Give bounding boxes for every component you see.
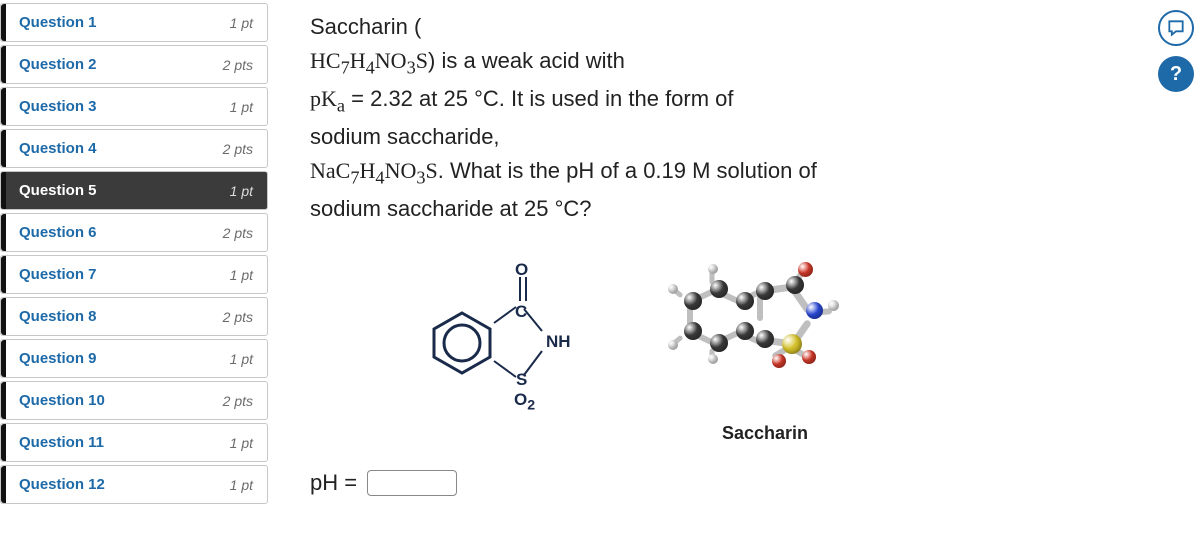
question-label: Question 8 <box>19 308 97 325</box>
question-points: 2 pts <box>223 141 253 157</box>
text: sodium saccharide, <box>310 124 500 149</box>
question-nav-item[interactable]: Question 4 2 pts <box>0 129 268 168</box>
floating-buttons: ? <box>1158 10 1194 92</box>
question-points: 2 pts <box>223 225 253 241</box>
chat-button[interactable] <box>1158 10 1194 46</box>
question-label: Question 10 <box>19 392 105 409</box>
atom-S <box>782 334 802 354</box>
question-nav-item[interactable]: Question 5 1 pt <box>0 171 268 210</box>
question-label: Question 3 <box>19 98 97 115</box>
text: . What is the pH of a 0.19 M solution of <box>438 158 817 183</box>
atom-H <box>708 354 718 364</box>
atom-H <box>828 300 839 311</box>
atom-N <box>806 302 823 319</box>
question-label: Question 5 <box>19 182 97 199</box>
question-nav-item[interactable]: Question 3 1 pt <box>0 87 268 126</box>
text: = 2.32 at 25 °C. It is used in the form … <box>345 86 734 111</box>
text: ) is a weak acid with <box>428 48 625 73</box>
atom-label-C: C <box>515 299 527 325</box>
question-points: 2 pts <box>223 309 253 325</box>
atom-C <box>786 276 804 294</box>
atom-H <box>668 284 678 294</box>
atom-O <box>798 262 813 277</box>
question-points: 2 pts <box>223 393 253 409</box>
question-label: Question 7 <box>19 266 97 283</box>
question-nav: Question 1 1 pt Question 2 2 pts Question 3 1… <box>0 0 280 554</box>
atom-C <box>710 280 728 298</box>
question-points: 1 pt <box>230 477 253 493</box>
help-button[interactable]: ? <box>1158 56 1194 92</box>
atom-C <box>736 292 754 310</box>
question-label: Question 12 <box>19 476 105 493</box>
question-nav-item[interactable]: Question 7 1 pt <box>0 255 268 294</box>
atom-C <box>756 282 774 300</box>
formula-acid: HC7H4NO3S <box>310 48 428 73</box>
formula-salt: NaC7H4NO3S <box>310 158 438 183</box>
model-3d-wrapper: Saccharin <box>660 244 870 448</box>
atom-label-O2: O2 <box>514 387 535 417</box>
atom-label-NH: NH <box>546 329 571 355</box>
atom-C <box>684 292 702 310</box>
question-content: Saccharin ( HC7H4NO3S) is a weak acid wi… <box>280 0 1200 554</box>
atom-O <box>772 354 786 368</box>
atom-label-O: O <box>515 257 528 283</box>
question-label: Question 11 <box>19 434 104 451</box>
question-nav-item[interactable]: Question 11 1 pt <box>0 423 268 462</box>
question-points: 1 pt <box>230 99 253 115</box>
question-nav-item[interactable]: Question 6 2 pts <box>0 213 268 252</box>
question-text: Saccharin ( HC7H4NO3S) is a weak acid wi… <box>310 10 1160 226</box>
atom-O <box>802 350 816 364</box>
question-label: Question 2 <box>19 56 97 73</box>
question-label: Question 9 <box>19 350 97 367</box>
text: Saccharin ( <box>310 14 421 39</box>
question-label: Question 1 <box>19 14 97 31</box>
atom-C <box>710 334 728 352</box>
ph-input[interactable] <box>367 470 457 496</box>
question-nav-item[interactable]: Question 9 1 pt <box>0 339 268 378</box>
question-label: Question 4 <box>19 140 97 157</box>
atom-C <box>756 330 774 348</box>
question-nav-item[interactable]: Question 2 2 pts <box>0 45 268 84</box>
question-nav-item[interactable]: Question 1 1 pt <box>0 3 268 42</box>
model-3d <box>660 244 870 414</box>
question-points: 1 pt <box>230 435 253 451</box>
molecule-figure: O C NH S O2 Saccharin <box>420 244 1160 448</box>
pka-label: pKa <box>310 86 345 111</box>
question-points: 1 pt <box>230 183 253 199</box>
question-nav-item[interactable]: Question 8 2 pts <box>0 297 268 336</box>
text: sodium saccharide at 25 °C? <box>310 196 592 221</box>
atom-H <box>708 264 718 274</box>
question-points: 2 pts <box>223 57 253 73</box>
question-points: 1 pt <box>230 15 253 31</box>
question-points: 1 pt <box>230 351 253 367</box>
atom-H <box>668 340 678 350</box>
question-nav-item[interactable]: Question 12 1 pt <box>0 465 268 504</box>
question-label: Question 6 <box>19 224 97 241</box>
question-points: 1 pt <box>230 267 253 283</box>
answer-row: pH = <box>310 466 1160 500</box>
question-nav-item[interactable]: Question 10 2 pts <box>0 381 268 420</box>
atom-C <box>736 322 754 340</box>
atom-C <box>684 322 702 340</box>
figure-caption: Saccharin <box>660 420 870 448</box>
structural-diagram: O C NH S O2 <box>420 271 600 421</box>
answer-label: pH = <box>310 466 357 500</box>
